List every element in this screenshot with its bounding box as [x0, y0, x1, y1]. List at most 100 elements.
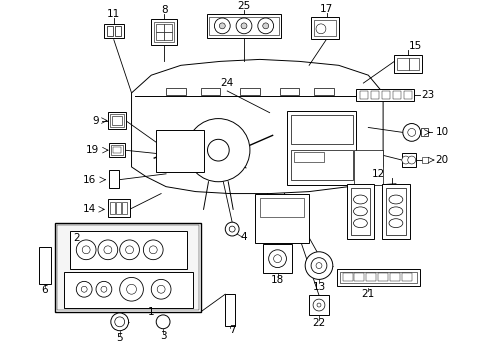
Bar [401, 274, 411, 282]
Circle shape [310, 258, 326, 274]
Circle shape [98, 240, 118, 260]
Circle shape [207, 139, 229, 161]
Text: 15: 15 [408, 41, 422, 51]
Bar [154, 22, 174, 42]
Bar [254, 194, 308, 243]
Bar [64, 273, 192, 308]
Text: 6: 6 [41, 285, 48, 295]
Circle shape [214, 18, 230, 34]
Bar [112, 116, 122, 126]
Bar [55, 223, 200, 312]
Bar [389, 274, 399, 282]
Bar [122, 202, 126, 214]
Text: 9: 9 [92, 116, 99, 126]
Circle shape [76, 282, 92, 297]
Bar [164, 32, 172, 40]
Bar [111, 145, 122, 155]
Ellipse shape [353, 219, 366, 228]
Bar [287, 111, 356, 185]
Bar [57, 225, 198, 310]
Bar [166, 88, 185, 95]
Bar [262, 244, 292, 274]
Circle shape [257, 18, 273, 34]
Text: 23: 23 [421, 90, 434, 100]
Text: 25: 25 [237, 1, 250, 11]
Circle shape [401, 156, 409, 164]
Bar [108, 199, 129, 217]
Text: 11: 11 [107, 9, 120, 19]
Bar [279, 88, 299, 95]
Circle shape [407, 156, 415, 164]
Circle shape [219, 23, 225, 29]
Bar [386, 188, 405, 235]
Bar [206, 14, 281, 38]
Bar [115, 26, 121, 36]
Bar [70, 231, 186, 269]
Text: 3: 3 [160, 330, 166, 341]
Bar [116, 202, 121, 214]
Bar [354, 274, 364, 282]
Circle shape [82, 246, 90, 254]
Ellipse shape [388, 219, 402, 228]
Bar [109, 170, 119, 188]
Circle shape [151, 279, 171, 299]
Circle shape [157, 285, 165, 293]
Text: 2: 2 [73, 233, 80, 243]
Ellipse shape [353, 207, 366, 216]
Circle shape [273, 255, 281, 263]
Bar [381, 91, 389, 99]
Bar [225, 294, 235, 326]
Ellipse shape [353, 195, 366, 204]
Bar [310, 17, 338, 39]
Bar [156, 24, 164, 32]
Text: 24: 24 [220, 78, 233, 88]
Bar [403, 91, 411, 99]
Bar [240, 88, 259, 95]
Bar [259, 198, 304, 217]
Circle shape [76, 240, 96, 260]
Bar [107, 26, 113, 36]
Bar [421, 157, 427, 163]
Bar [104, 24, 123, 38]
Bar [360, 91, 367, 99]
Circle shape [126, 284, 136, 294]
Text: 10: 10 [434, 127, 447, 138]
Bar [108, 112, 125, 130]
Bar [356, 89, 413, 101]
Bar [113, 147, 121, 153]
Circle shape [315, 263, 321, 269]
Text: 16: 16 [82, 175, 96, 185]
Text: 14: 14 [82, 204, 96, 214]
Circle shape [305, 252, 332, 279]
Circle shape [115, 317, 124, 327]
Bar [370, 91, 378, 99]
Bar [396, 58, 408, 70]
Bar [366, 274, 375, 282]
Circle shape [81, 286, 87, 292]
Bar [110, 202, 115, 214]
Bar [377, 274, 387, 282]
Circle shape [402, 123, 420, 141]
Text: 21: 21 [361, 289, 374, 299]
Bar [294, 152, 323, 162]
Circle shape [120, 240, 139, 260]
Circle shape [101, 286, 107, 292]
Text: 20: 20 [434, 155, 447, 165]
Text: 8: 8 [161, 5, 167, 15]
Bar [109, 143, 124, 157]
Circle shape [315, 24, 325, 34]
Circle shape [104, 246, 112, 254]
Bar [313, 88, 333, 95]
Text: 7: 7 [228, 325, 235, 335]
Bar [209, 17, 278, 35]
Circle shape [143, 240, 163, 260]
Bar [308, 295, 328, 315]
Circle shape [111, 313, 128, 331]
Circle shape [236, 18, 251, 34]
Bar [291, 114, 352, 144]
Bar [339, 271, 416, 283]
Circle shape [268, 250, 286, 267]
Bar [408, 58, 418, 70]
Bar [156, 32, 164, 40]
Bar [350, 188, 369, 235]
